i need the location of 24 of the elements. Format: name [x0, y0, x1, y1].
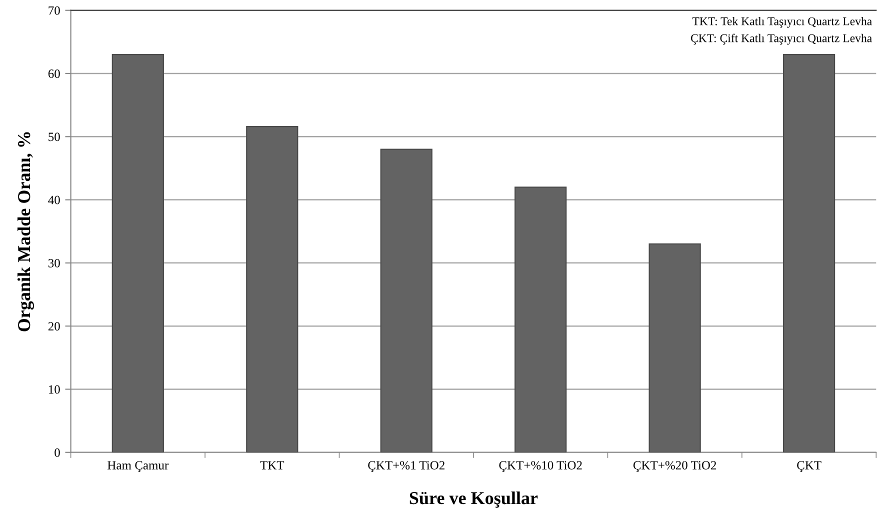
x-tick-label: Ham Çamur — [108, 461, 169, 472]
x-tick-label: ÇKT+%1 TiO2 — [368, 461, 444, 472]
bar — [648, 243, 701, 452]
bar — [782, 54, 836, 452]
x-tick-label: TKT — [260, 461, 284, 470]
y-tick-label: 50 — [48, 132, 60, 142]
y-tick-label: 20 — [48, 322, 60, 331]
y-tick-label: 0 — [54, 448, 60, 457]
x-tick-label: ÇKT — [797, 461, 822, 472]
x-axis-title: Süre ve Koşullar — [410, 491, 538, 508]
y-tick-label: 60 — [48, 70, 60, 78]
y-tick-label: 10 — [48, 385, 60, 394]
x-tick-label: ÇKT+%10 TiO2 — [499, 461, 582, 472]
bar — [246, 126, 298, 452]
bar — [380, 148, 432, 452]
y-axis-title: Organik Madde Oranı, % — [17, 132, 34, 332]
y-tick-label: 70 — [48, 6, 60, 15]
y-tick-label: 30 — [48, 258, 60, 268]
bar — [514, 186, 567, 452]
annotation: TKT: Tek Katlı Taşıyıcı Quartz Levha — [692, 16, 872, 28]
y-tick-label: 40 — [48, 196, 60, 204]
bar — [112, 54, 164, 452]
annotation: ÇKT: Çift Katlı Taşıyıcı Quartz Levha — [690, 34, 872, 45]
x-tick-label: ÇKT+%20 TiO2 — [633, 461, 716, 472]
